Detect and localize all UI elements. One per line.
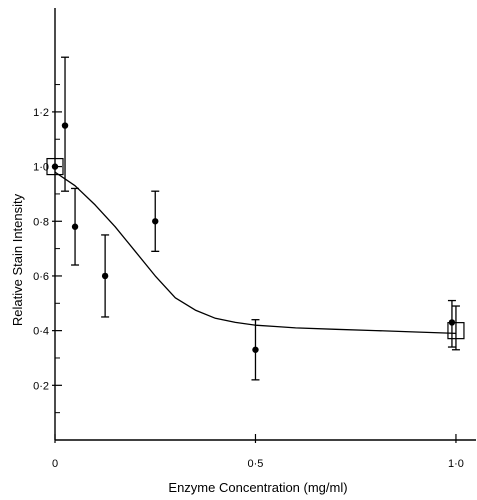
fitted-curve [54,171,457,335]
data-point [71,223,79,230]
x-tick-label: 1·0 [448,458,464,470]
data-point-square [46,157,64,176]
data-point [101,272,109,280]
y-tick-label: 0·8 [33,216,49,228]
y-axis-label: Relative Stain Intensity [10,193,25,326]
data-point-square [447,322,465,340]
data-point [51,163,59,170]
fitted-curve-layer [54,171,457,335]
x-axis-label: Enzyme Concentration (mg/ml) [168,480,347,495]
data-marks [46,56,465,381]
x-tick-label: 0 [52,458,58,470]
data-point [61,122,69,129]
axes [54,8,476,441]
y-tick-label: 0·2 [33,380,49,392]
data-point [252,346,259,353]
x-tick-label: 0·5 [248,458,264,470]
axis-ticks: 0·2 0·4 0·6 0·8 1·0 1·2 0 0·5 1·0 [33,84,464,470]
y-tick-label: 1·2 [33,107,49,119]
y-tick-label: 0·6 [33,271,49,283]
data-point [152,218,159,225]
y-tick-label: 0·4 [33,326,49,338]
y-tick-label: 1·0 [33,162,49,174]
